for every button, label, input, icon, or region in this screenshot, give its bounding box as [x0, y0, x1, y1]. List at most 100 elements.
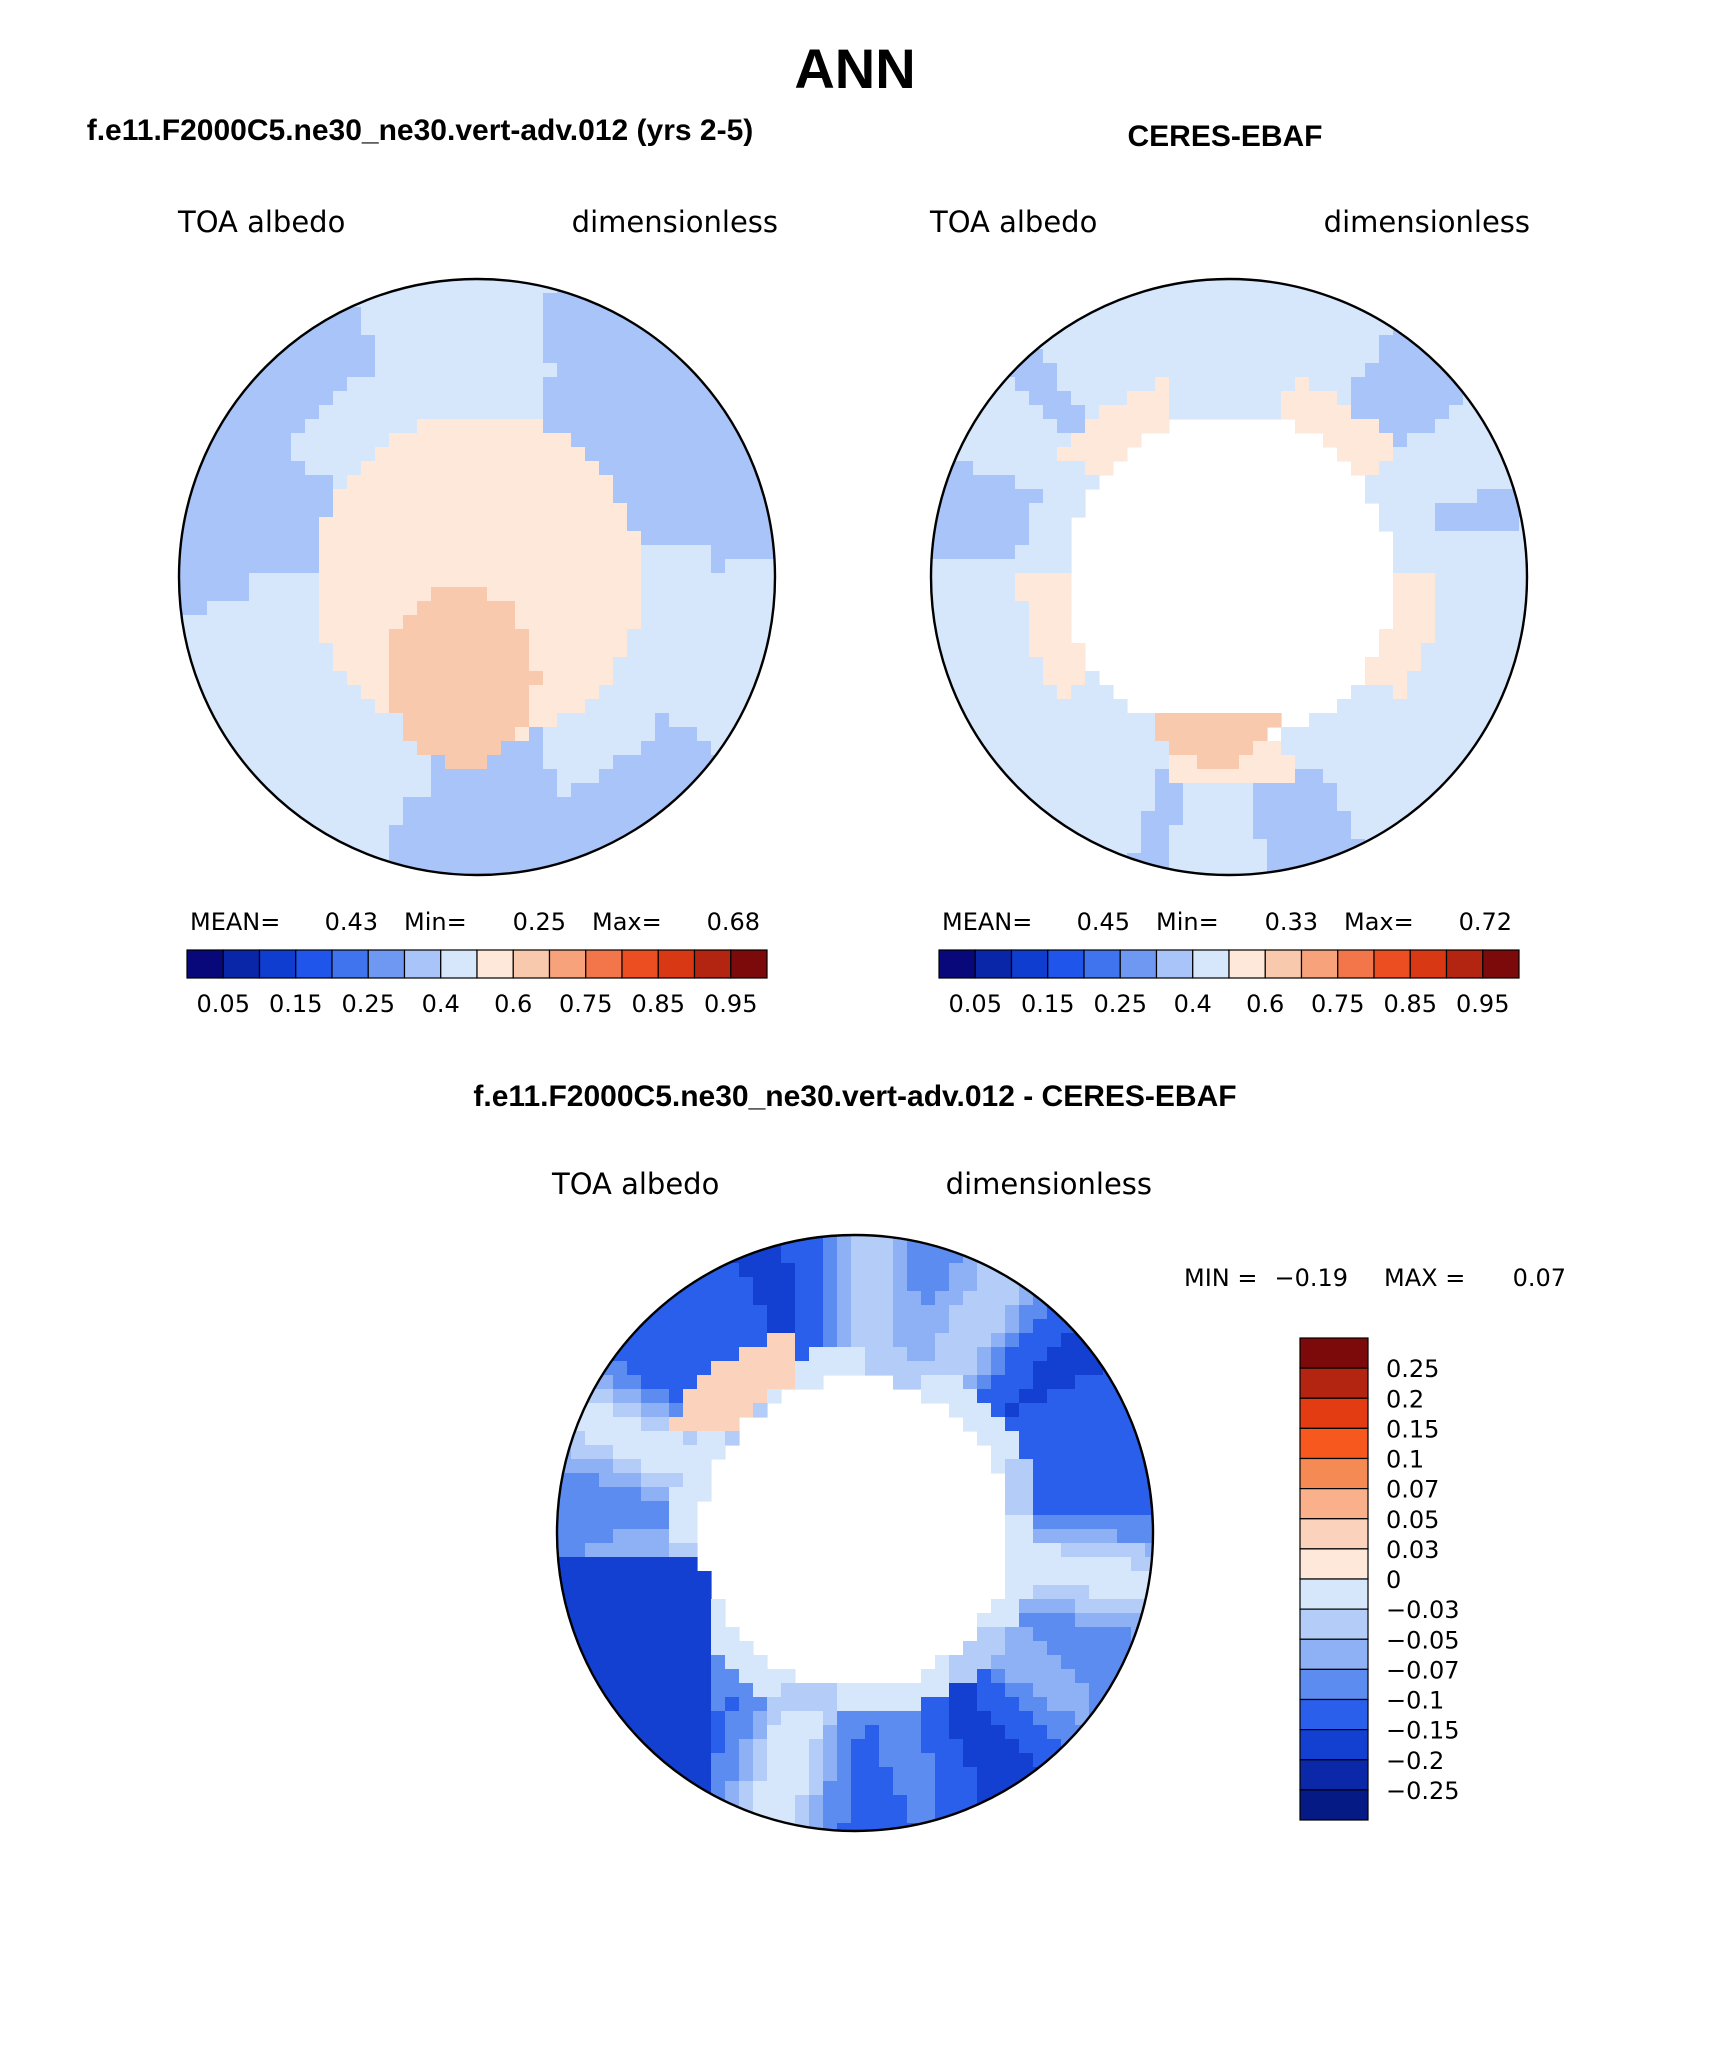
field-cell [795, 1767, 810, 1782]
field-cell [347, 601, 362, 616]
field-cell [893, 1683, 908, 1698]
field-cell [781, 1333, 796, 1348]
field-cell [487, 811, 502, 826]
field-cell [487, 713, 502, 728]
field-cell [711, 447, 726, 462]
field-cell [1075, 1375, 1090, 1390]
field-cell [669, 573, 684, 588]
colorbar-swatch [1155, 949, 1194, 979]
field-cell [585, 489, 600, 504]
field-cell [1435, 461, 1450, 476]
field-cell [1085, 755, 1100, 770]
field-cell [837, 1823, 852, 1831]
field-cell [557, 503, 572, 518]
field-cell [963, 1767, 978, 1782]
field-cell [1183, 307, 1198, 322]
field-cell [1197, 867, 1212, 875]
field-cell [291, 433, 306, 448]
field-cell [1061, 1487, 1076, 1502]
field-cell [739, 1403, 754, 1418]
field-cell [613, 783, 628, 798]
field-cell [459, 615, 474, 630]
field-cell [487, 587, 502, 602]
field-cell [1127, 377, 1142, 392]
field-cell [543, 615, 558, 630]
field-cell [543, 293, 558, 308]
field-cell [221, 699, 236, 714]
field-cell [1113, 769, 1128, 784]
field-cell [389, 475, 404, 490]
field-cell [739, 475, 754, 490]
colorbar-swatch [1299, 1698, 1369, 1731]
field-cell [1295, 419, 1310, 434]
field-cell [571, 1585, 586, 1600]
field-cell [1047, 1487, 1062, 1502]
field-cell [1047, 1529, 1062, 1544]
field-cell [571, 1459, 586, 1474]
field-cell [1061, 1417, 1076, 1432]
field-cell [333, 447, 348, 462]
field-cell [1047, 1333, 1062, 1348]
field-cell [263, 573, 278, 588]
field-cell [739, 489, 754, 504]
colorbar-swatch [1192, 949, 1230, 979]
field-cell [431, 545, 446, 560]
field-cell [403, 797, 418, 812]
field-cell [263, 377, 278, 392]
field-cell [1043, 531, 1058, 546]
field-cell [907, 1291, 922, 1306]
field-cell [277, 475, 292, 490]
field-cell [403, 601, 418, 616]
field-cell [1435, 545, 1450, 560]
field-cell [1127, 741, 1142, 756]
field-cell [1085, 447, 1100, 462]
field-cell [375, 755, 390, 770]
field-cell [1337, 783, 1352, 798]
field-cell [1141, 335, 1156, 350]
field-cell [333, 335, 348, 350]
field-cell [1477, 657, 1492, 672]
field-cell [487, 601, 502, 616]
min-value: 0.25 [513, 908, 566, 936]
field-cell [431, 405, 446, 420]
field-cell [641, 1361, 656, 1376]
field-cell [1047, 1403, 1062, 1418]
field-cell [585, 1571, 600, 1586]
field-cell [599, 629, 614, 644]
field-cell [403, 503, 418, 518]
field-cell [683, 699, 698, 714]
field-cell [683, 1571, 698, 1586]
field-cell [361, 713, 376, 728]
field-cell [529, 405, 544, 420]
field-cell [305, 741, 320, 756]
field-cell [977, 1375, 992, 1390]
field-cell [515, 755, 530, 770]
field-cell [515, 321, 530, 336]
field-cell [557, 1529, 572, 1544]
field-cell [987, 475, 1002, 490]
field-cell [431, 853, 446, 868]
map-boundary [555, 1233, 1155, 1833]
field-cell [1225, 727, 1240, 742]
field-cell [1057, 503, 1072, 518]
field-cell [1071, 755, 1086, 770]
field-cell [1477, 433, 1492, 448]
field-cell [571, 559, 586, 574]
field-cell [375, 615, 390, 630]
field-cell [1089, 1445, 1104, 1460]
field-cell [767, 545, 775, 560]
field-cell [585, 1585, 600, 1600]
field-cell [585, 671, 600, 686]
field-cell [697, 1697, 712, 1712]
field-cell [641, 1333, 656, 1348]
field-cell [305, 349, 320, 364]
field-cell [277, 503, 292, 518]
field-cell [1267, 741, 1282, 756]
field-cell [1393, 615, 1408, 630]
panel-diff-heading: f.e11.F2000C5.ne30_ne30.vert-adv.012 - C… [473, 1080, 1236, 1113]
field-cell [375, 489, 390, 504]
field-cell [1421, 559, 1436, 574]
field-cell [683, 1375, 698, 1390]
field-cell [987, 545, 1002, 560]
field-cell [557, 713, 572, 728]
